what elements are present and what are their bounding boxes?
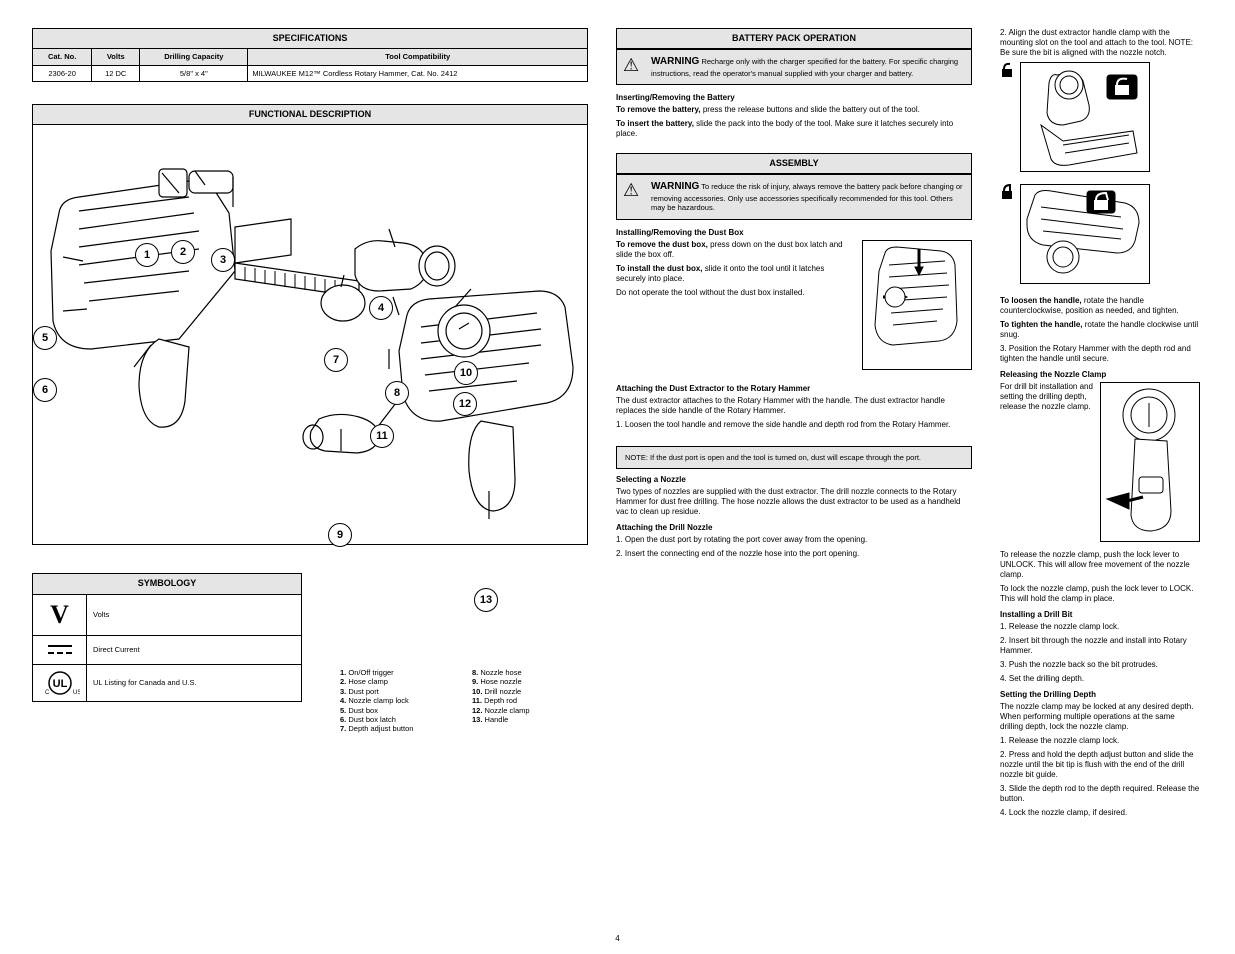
callout-1: 1	[135, 243, 159, 267]
install-dustbox-head: Installing/Removing the Dust Box	[616, 228, 972, 238]
callout-6: 6	[33, 378, 57, 402]
column-2: BATTERY PACK OPERATION ⚠ WARNING Recharg…	[616, 28, 972, 822]
drillnoz-head: Attaching the Drill Nozzle	[616, 523, 972, 533]
callout-4: 4	[369, 296, 393, 320]
functional-description-title: FUNCTIONAL DESCRIPTION	[32, 104, 588, 125]
symbology-title: SYMBOLOGY	[33, 574, 302, 594]
lock-illustration	[1020, 184, 1150, 284]
battery-title: BATTERY PACK OPERATION	[616, 28, 972, 49]
svg-text:UL: UL	[52, 678, 67, 690]
specs-head-capacity: Drilling Capacity	[140, 49, 248, 65]
callout-10: 10	[454, 361, 478, 385]
symbology-table: SYMBOLOGY V Volts Direct Current ULC US U…	[32, 573, 302, 702]
svg-text:C: C	[45, 690, 50, 696]
callout-3: 3	[211, 248, 235, 272]
release-clamp-head: Releasing the Nozzle Clamp	[1000, 370, 1200, 380]
release-clamp-illustration	[1100, 382, 1200, 542]
assembly-warning: ⚠ WARNING To reduce the risk of injury, …	[616, 174, 972, 219]
depth-head: Setting the Drilling Depth	[1000, 690, 1200, 700]
unlock-icon	[1000, 62, 1014, 81]
specs-title: SPECIFICATIONS	[33, 29, 588, 49]
callout-12: 12	[453, 392, 477, 416]
dc-label: Direct Current	[87, 636, 302, 665]
callout-9: 9	[328, 523, 352, 547]
callout-13: 13	[474, 588, 498, 612]
port-note: NOTE: If the dust port is open and the t…	[616, 446, 972, 469]
callout-2: 2	[171, 240, 195, 264]
tool-illustration	[39, 131, 579, 541]
assembly-title: ASSEMBLY	[616, 153, 972, 174]
page-number: 4	[0, 934, 1235, 944]
ul-symbol: ULC US	[33, 665, 87, 702]
unlock-illustration	[1020, 62, 1150, 172]
lock-icon	[1000, 184, 1014, 203]
specs-table: SPECIFICATIONS Cat. No. Volts Drilling C…	[32, 28, 588, 82]
functional-description-body	[32, 125, 588, 545]
attach-head: Attaching the Dust Extractor to the Rota…	[616, 384, 972, 394]
ul-label: UL Listing for Canada and U.S.	[87, 665, 302, 702]
callout-8: 8	[385, 381, 409, 405]
dc-symbol	[33, 636, 87, 665]
warning-icon: ⚠	[623, 181, 645, 199]
specs-head-cat: Cat. No.	[33, 49, 92, 65]
callout-5: 5	[33, 326, 57, 350]
nozzle-head: Selecting a Nozzle	[616, 475, 972, 485]
volts-label: Volts	[87, 594, 302, 636]
specs-head-tool: Tool Compatibility	[248, 49, 588, 65]
install-bit-head: Installing a Drill Bit	[1000, 610, 1200, 620]
specs-head-volts: Volts	[92, 49, 140, 65]
column-1: SPECIFICATIONS Cat. No. Volts Drilling C…	[32, 28, 588, 822]
callout-11: 11	[370, 424, 394, 448]
callout-legend: 1. On/Off trigger 2. Hose clamp 3. Dust …	[340, 668, 586, 734]
insert-battery-head: Inserting/Removing the Battery	[616, 93, 972, 103]
svg-text:US: US	[73, 690, 80, 696]
battery-warning: ⚠ WARNING Recharge only with the charger…	[616, 49, 972, 85]
volts-symbol: V	[33, 594, 87, 636]
table-row: 2306-20 12 DC 5/8" x 4" MILWAUKEE M12™ C…	[33, 65, 588, 81]
column-3: 2. Align the dust extractor handle clamp…	[1000, 28, 1200, 822]
warning-icon: ⚠	[623, 56, 645, 74]
dustbox-illustration	[862, 240, 972, 370]
callout-7: 7	[324, 348, 348, 372]
